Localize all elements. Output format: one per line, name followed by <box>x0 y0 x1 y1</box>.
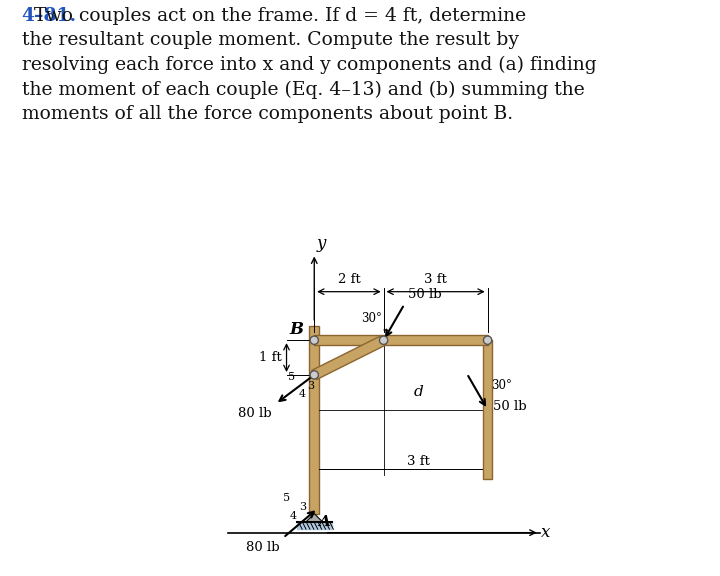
Circle shape <box>310 336 318 344</box>
Text: 4–81.: 4–81. <box>22 7 77 25</box>
Text: 4: 4 <box>299 389 306 399</box>
Text: A: A <box>318 516 330 529</box>
Text: y: y <box>317 235 326 252</box>
Polygon shape <box>483 340 492 479</box>
Text: 50 lb: 50 lb <box>408 288 441 301</box>
Text: x: x <box>541 524 551 541</box>
Circle shape <box>310 371 318 379</box>
Text: d: d <box>413 385 423 399</box>
Text: 80 lb: 80 lb <box>246 541 279 554</box>
Text: 1 ft: 1 ft <box>258 351 282 364</box>
Circle shape <box>379 336 388 344</box>
Polygon shape <box>312 336 386 380</box>
Text: 30°: 30° <box>361 312 382 325</box>
Text: 3: 3 <box>307 381 315 391</box>
Polygon shape <box>314 335 487 346</box>
Text: 50 lb: 50 lb <box>492 400 526 412</box>
Text: 5: 5 <box>283 494 290 503</box>
Text: Two couples act on the frame. If d = 4 ft, determine
the resultant couple moment: Two couples act on the frame. If d = 4 f… <box>22 7 596 123</box>
Text: 3 ft: 3 ft <box>424 274 447 286</box>
Text: 3 ft: 3 ft <box>407 455 430 468</box>
Text: B: B <box>290 321 304 339</box>
Polygon shape <box>305 514 323 522</box>
Circle shape <box>483 336 492 344</box>
Text: 80 lb: 80 lb <box>238 407 272 420</box>
Text: 5: 5 <box>288 372 295 382</box>
Text: 30°: 30° <box>491 379 512 392</box>
Text: 2 ft: 2 ft <box>338 274 360 286</box>
Text: 3: 3 <box>299 502 306 512</box>
Text: 4: 4 <box>290 511 297 521</box>
Polygon shape <box>309 327 320 514</box>
